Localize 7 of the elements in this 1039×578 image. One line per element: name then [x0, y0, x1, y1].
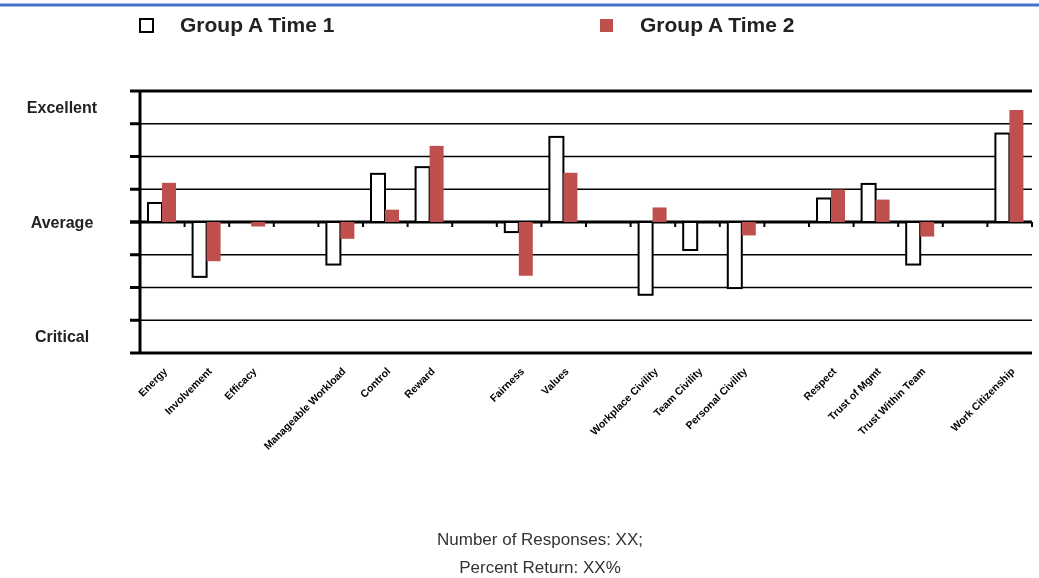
legend-label: Group A Time 2	[640, 13, 795, 36]
text: Number of Responses: XX;	[437, 530, 643, 549]
text: Percent Return: XX%	[459, 558, 621, 577]
text: Excellent	[26, 98, 98, 116]
text: Average	[30, 213, 94, 231]
text: Critical	[34, 328, 90, 346]
legend-label: Group A Time 1	[180, 13, 335, 36]
